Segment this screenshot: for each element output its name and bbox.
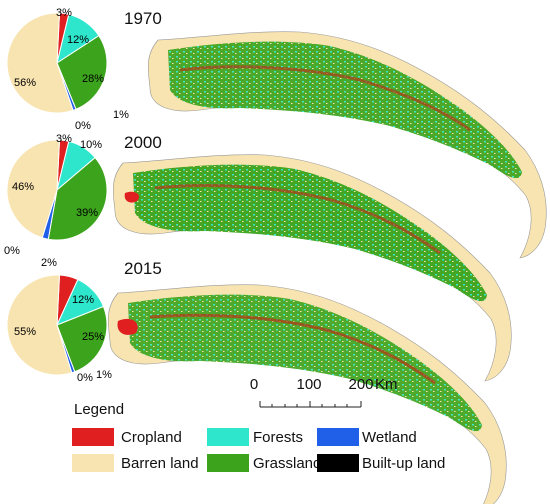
label-2000-barren: 46%	[12, 181, 34, 193]
label-2000-builtup: 0%	[4, 245, 20, 257]
land-use-map-2000	[112, 154, 512, 382]
scale-tick-200: 200	[348, 376, 373, 393]
pie-2000-slice-barren-land	[6, 139, 61, 239]
legend-swatch-wetland	[317, 428, 359, 446]
scale-tick-0: 0	[250, 376, 258, 393]
pie-2015-slice-grassland	[56, 305, 108, 373]
land-use-map-1970	[147, 31, 547, 259]
pie-1970-slice-grassland	[56, 34, 108, 110]
land-use-map-2015	[107, 284, 507, 504]
pie-1970-slice-barren-land	[6, 12, 74, 114]
scale-tick-100: 100	[296, 376, 321, 393]
legend-label-forests: Forests	[253, 429, 303, 446]
legend-title: Legend	[74, 401, 124, 418]
legend-label-grassland: Grassland	[253, 455, 321, 472]
legend-label-barren: Barren land	[121, 455, 199, 472]
pie-2000-slice-grassland	[47, 156, 108, 241]
label-2015-grassland: 25%	[82, 331, 104, 343]
label-2000-wetland: 2%	[41, 257, 57, 269]
scale-unit: Km	[375, 376, 398, 393]
scale-bar: 0 100 200 Km	[250, 376, 398, 408]
year-label-2015: 2015	[124, 259, 162, 278]
legend-label-wetland: Wetland	[362, 429, 417, 446]
legend-swatch-forests	[207, 428, 249, 446]
legend-swatch-cropland	[72, 428, 114, 446]
label-2015-builtup: 0%	[77, 372, 93, 384]
legend-swatch-builtup	[317, 454, 359, 472]
legend-label-cropland: Cropland	[121, 429, 182, 446]
legend-swatch-grassland	[207, 454, 249, 472]
label-2000-grassland: 39%	[76, 207, 98, 219]
label-1970-forests: 12%	[67, 34, 89, 46]
pie-chart-2015	[6, 274, 108, 376]
pie-2015-slice-barren-land	[6, 274, 73, 376]
label-2000-cropland: 3%	[56, 133, 72, 145]
label-1970-wetland: 1%	[113, 109, 129, 121]
label-1970-builtup: 0%	[75, 120, 91, 132]
year-label-2000: 2000	[124, 133, 162, 152]
legend-swatch-barren	[72, 454, 114, 472]
label-1970-cropland: 3%	[56, 7, 72, 19]
legend-label-builtup: Built-up land	[362, 455, 445, 472]
label-2015-barren: 55%	[14, 326, 36, 338]
pie-chart-2000	[6, 139, 108, 241]
legend: Legend Cropland Forests Wetland Barren l…	[72, 401, 445, 472]
label-2015-wetland: 1%	[96, 369, 112, 381]
year-label-1970: 1970	[124, 9, 162, 28]
label-1970-grassland: 28%	[82, 73, 104, 85]
label-2015-forests: 12%	[72, 294, 94, 306]
pie-chart-1970	[6, 12, 108, 114]
label-1970-barren: 56%	[14, 77, 36, 89]
pie-labels: 3% 12% 28% 1% 0% 56% 3% 10% 39% 2% 0% 46…	[4, 7, 129, 384]
label-2000-forests: 10%	[80, 139, 102, 151]
